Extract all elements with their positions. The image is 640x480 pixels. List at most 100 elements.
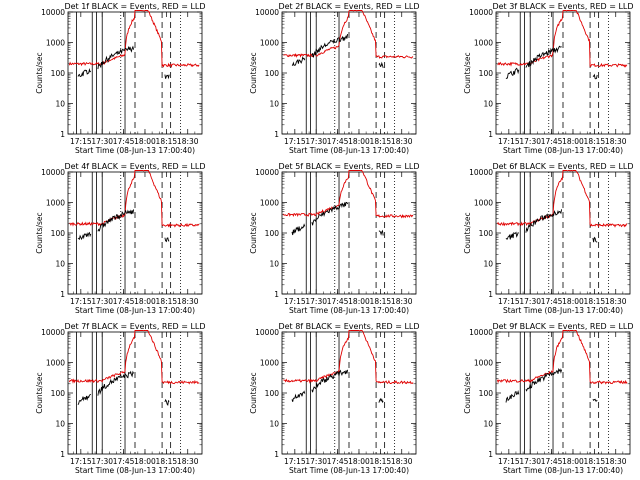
x-axis-label: Start Time (08-Jun-13 17:00:40): [289, 306, 409, 315]
x-tick-label: 18:00: [562, 457, 584, 466]
x-tick-label: 18:00: [562, 297, 584, 306]
x-tick-label: 18:30: [391, 137, 413, 146]
y-tick-label: 1: [60, 130, 65, 139]
y-axis-label: Counts/sec: [249, 52, 258, 93]
y-tick-label: 1: [60, 290, 65, 299]
events-series-line: [291, 56, 306, 66]
y-tick-label: 1: [60, 450, 65, 459]
events-series-line: [164, 74, 170, 80]
y-tick-label: 10: [269, 420, 279, 429]
x-tick-label: 18:30: [605, 137, 627, 146]
lld-series-line: [283, 170, 414, 219]
detector-panel: Det 9f BLACK = Events, RED = LLD 1 10 100 10…: [463, 322, 634, 475]
x-tick-label: 18:15: [370, 137, 392, 146]
lld-series-line: [283, 330, 414, 385]
x-tick-label: 18:15: [584, 137, 606, 146]
x-tick-label: 18:30: [177, 297, 199, 306]
y-tick-label: 100: [51, 389, 66, 398]
y-axis-label: Counts/sec: [463, 212, 472, 253]
lld-series-line: [68, 330, 200, 385]
y-axis-label: Counts/sec: [249, 372, 258, 413]
x-tick-label: 17:15: [284, 297, 306, 306]
x-axis-label: Start Time (08-Jun-13 17:00:40): [75, 466, 195, 475]
events-series-line: [525, 367, 563, 392]
panel-title: Det 3f BLACK = Events, RED = LLD: [492, 2, 633, 11]
y-tick-label: 10: [269, 100, 279, 109]
x-axis-label: Start Time (08-Jun-13 17:00:40): [503, 466, 623, 475]
x-tick-label: 18:00: [348, 137, 370, 146]
x-tick-label: 18:30: [391, 297, 413, 306]
x-tick-label: 18:30: [605, 457, 627, 466]
x-tick-label: 18:15: [584, 457, 606, 466]
detector-panel: Det 4f BLACK = Events, RED = LLD 1 10 100 10…: [35, 162, 206, 315]
detector-panel: Det 5f BLACK = Events, RED = LLD 1 10 100 10…: [249, 162, 420, 315]
x-tick-label: 18:00: [348, 297, 370, 306]
events-series-line: [505, 389, 520, 403]
events-series-line: [311, 369, 349, 393]
y-tick-label: 1000: [474, 359, 493, 368]
x-tick-label: 17:30: [519, 297, 541, 306]
x-tick-label: 18:15: [156, 137, 178, 146]
events-series-line: [164, 237, 170, 243]
x-tick-label: 18:15: [156, 457, 178, 466]
x-tick-label: 17:15: [498, 457, 520, 466]
y-tick-label: 1: [274, 290, 279, 299]
detector-panel: Det 2f BLACK = Events, RED = LLD 1 10 100 10…: [249, 2, 420, 155]
y-tick-label: 1000: [474, 199, 493, 208]
x-tick-label: 17:30: [305, 137, 327, 146]
x-tick-label: 17:15: [498, 137, 520, 146]
y-tick-label: 1000: [260, 39, 279, 48]
events-series-line: [525, 209, 563, 233]
lld-series-line: [69, 170, 200, 228]
y-tick-label: 100: [265, 69, 280, 78]
y-tick-label: 1000: [474, 39, 493, 48]
events-series-line: [378, 229, 384, 236]
x-tick-label: 17:15: [498, 297, 520, 306]
x-tick-label: 17:30: [91, 297, 113, 306]
y-tick-label: 1000: [46, 359, 65, 368]
x-tick-label: 18:30: [177, 457, 199, 466]
y-tick-label: 1: [274, 450, 279, 459]
y-tick-label: 10: [55, 260, 65, 269]
y-tick-label: 10: [483, 100, 493, 109]
x-tick-label: 17:45: [327, 137, 349, 146]
x-tick-label: 17:30: [305, 297, 327, 306]
x-axis-label: Start Time (08-Jun-13 17:00:40): [75, 146, 195, 155]
events-series-line: [592, 236, 598, 243]
y-tick-label: 1: [488, 290, 493, 299]
x-tick-label: 18:30: [605, 297, 627, 306]
y-axis-label: Counts/sec: [463, 372, 472, 413]
x-tick-label: 18:00: [134, 137, 156, 146]
y-tick-label: 100: [479, 229, 494, 238]
x-tick-label: 18:30: [391, 457, 413, 466]
lld-series-line: [497, 170, 628, 228]
y-tick-label: 100: [51, 69, 66, 78]
y-axis-label: Counts/sec: [35, 372, 44, 413]
y-tick-label: 10: [269, 260, 279, 269]
x-tick-label: 17:30: [91, 137, 113, 146]
x-tick-label: 18:00: [134, 297, 156, 306]
x-tick-label: 18:00: [562, 137, 584, 146]
y-tick-label: 10000: [255, 8, 279, 17]
x-axis-label: Start Time (08-Jun-13 17:00:40): [503, 306, 623, 315]
y-tick-label: 10000: [41, 168, 65, 177]
x-tick-label: 18:00: [134, 457, 156, 466]
y-tick-label: 100: [51, 229, 66, 238]
x-tick-label: 17:30: [519, 137, 541, 146]
y-tick-label: 10000: [255, 328, 279, 337]
events-series-line: [97, 209, 135, 232]
events-series-line: [97, 370, 135, 396]
events-series-line: [97, 45, 135, 70]
events-series-line: [77, 393, 92, 406]
y-tick-label: 10000: [469, 168, 493, 177]
x-tick-label: 17:30: [91, 457, 113, 466]
y-tick-label: 1000: [46, 199, 65, 208]
panel-title: Det 6f BLACK = Events, RED = LLD: [492, 162, 633, 171]
y-axis-label: Counts/sec: [463, 52, 472, 93]
x-tick-label: 18:30: [177, 137, 199, 146]
x-tick-label: 17:15: [284, 137, 306, 146]
detector-panel: Det 1f BLACK = Events, RED = LLD 1 10 100 10…: [35, 2, 206, 155]
x-tick-label: 18:15: [156, 297, 178, 306]
x-tick-label: 17:30: [305, 457, 327, 466]
lld-series-line: [283, 10, 414, 59]
